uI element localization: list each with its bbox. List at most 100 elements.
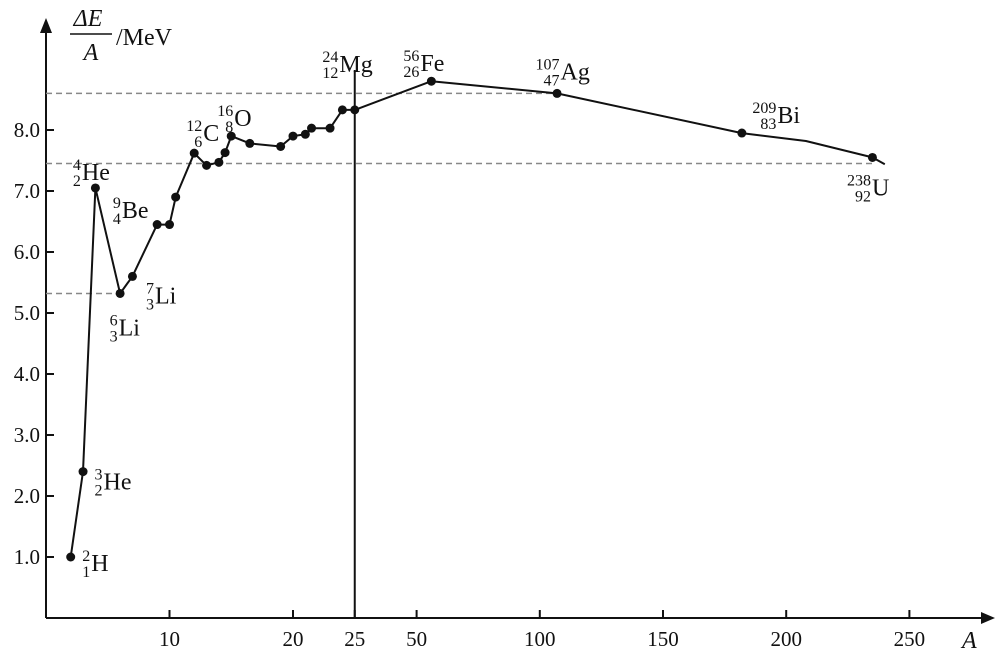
- data-point: [307, 123, 317, 133]
- isotope-atomic-number: 47: [544, 72, 560, 89]
- isotope-symbol: Ag: [561, 59, 590, 85]
- isotope-symbol: C: [203, 121, 219, 147]
- isotope-mass-number: 2: [82, 548, 90, 565]
- data-point: [288, 131, 298, 141]
- isotope-label: 168 O: [217, 103, 251, 136]
- data-point: [552, 88, 562, 98]
- x-axis-arrow-icon: [981, 612, 995, 624]
- data-point: [66, 552, 76, 562]
- isotope-mass-number: 7: [146, 280, 154, 297]
- isotope-atomic-number: 2: [95, 483, 103, 500]
- isotope-atomic-number: 8: [225, 119, 233, 136]
- data-point: [325, 123, 335, 133]
- data-point: [220, 148, 230, 158]
- isotope-mass-number: 238: [847, 172, 871, 189]
- isotope-label: 32 He: [95, 467, 132, 500]
- x-tick-label: 20: [283, 627, 304, 651]
- x-tick-label: 10: [159, 627, 180, 651]
- x-tick-label: 150: [647, 627, 679, 651]
- data-point: [202, 160, 212, 170]
- y-axis-label-denominator: A: [82, 40, 99, 66]
- data-point: [737, 128, 747, 138]
- data-point: [276, 141, 286, 151]
- isotope-atomic-number: 3: [146, 296, 154, 313]
- x-ticks: 10 20 25 50 100 150 200 250: [159, 610, 925, 651]
- y-tick-label: 6.0: [14, 240, 40, 264]
- y-tick-label: 4.0: [14, 362, 40, 386]
- isotope-label: 63 Li: [110, 312, 141, 345]
- isotope-atomic-number: 6: [194, 134, 202, 151]
- x-tick-label: 50: [406, 627, 427, 651]
- isotope-atomic-number: 83: [760, 116, 776, 133]
- data-point: [127, 271, 137, 281]
- y-ticks: 1.0 2.0 3.0 4.0 5.0 6.0 7.0 8.0: [14, 118, 54, 569]
- x-tick-label: 25: [344, 627, 365, 651]
- isotope-symbol: Li: [155, 283, 177, 309]
- isotope-label: 21 H: [82, 548, 108, 581]
- isotope-symbol: H: [91, 551, 108, 577]
- data-point: [115, 288, 125, 298]
- isotope-mass-number: 6: [110, 312, 118, 329]
- y-axis-arrow-icon: [40, 18, 52, 33]
- isotope-atomic-number: 4: [113, 211, 121, 228]
- data-point: [214, 157, 224, 167]
- isotope-mass-number: 4: [73, 157, 81, 174]
- isotope-atomic-number: 2: [73, 173, 81, 190]
- isotope-atomic-number: 92: [855, 188, 871, 205]
- data-point: [426, 76, 436, 86]
- isotope-label: 126 C: [186, 118, 219, 151]
- x-tick-label: 200: [770, 627, 802, 651]
- data-point: [300, 129, 310, 139]
- isotope-mass-number: 56: [403, 48, 419, 65]
- isotope-symbol: Fe: [420, 51, 444, 77]
- y-tick-label: 2.0: [14, 484, 40, 508]
- data-point: [350, 105, 360, 115]
- y-tick-label: 8.0: [14, 118, 40, 142]
- isotope-symbol: He: [104, 470, 132, 496]
- y-tick-label: 5.0: [14, 301, 40, 325]
- isotope-symbol: Mg: [339, 52, 372, 78]
- isotope-symbol: He: [82, 160, 110, 186]
- isotope-symbol: O: [234, 106, 251, 132]
- isotope-label: 73 Li: [146, 280, 177, 313]
- isotope-mass-number: 16: [217, 103, 233, 120]
- isotope-label: 94 Be: [113, 195, 149, 228]
- reference-lines: [46, 70, 873, 618]
- x-tick-label: 100: [524, 627, 556, 651]
- data-point: [152, 220, 162, 230]
- y-axis-label-unit: /MeV: [116, 25, 173, 51]
- isotope-mass-number: 107: [536, 56, 560, 73]
- isotope-atomic-number: 1: [82, 564, 90, 581]
- isotope-symbol: Li: [119, 315, 141, 341]
- isotope-mass-number: 24: [322, 49, 338, 66]
- data-point: [867, 152, 877, 162]
- isotope-symbol: Be: [122, 198, 149, 224]
- data-point: [78, 467, 88, 477]
- series: [66, 76, 886, 562]
- isotope-atomic-number: 12: [322, 65, 338, 82]
- isotope-mass-number: 12: [186, 118, 202, 135]
- isotope-atomic-number: 26: [403, 64, 419, 81]
- data-point: [337, 105, 347, 115]
- isotope-mass-number: 209: [752, 100, 776, 117]
- data-point: [165, 220, 174, 230]
- isotope-atomic-number: 3: [110, 328, 118, 345]
- data-point: [90, 183, 100, 193]
- axes: [40, 18, 995, 624]
- isotope-label: 42 He: [73, 157, 110, 190]
- x-axis-label: A: [960, 628, 977, 654]
- x-tick-label: 250: [894, 627, 926, 651]
- data-point: [189, 148, 199, 158]
- data-point: [226, 131, 236, 141]
- y-axis-label: ΔE A /MeV: [70, 6, 173, 66]
- isotope-mass-number: 9: [113, 195, 121, 212]
- y-axis-label-numerator: ΔE: [73, 6, 103, 32]
- data-point: [245, 138, 255, 148]
- isotope-symbol: U: [872, 175, 889, 201]
